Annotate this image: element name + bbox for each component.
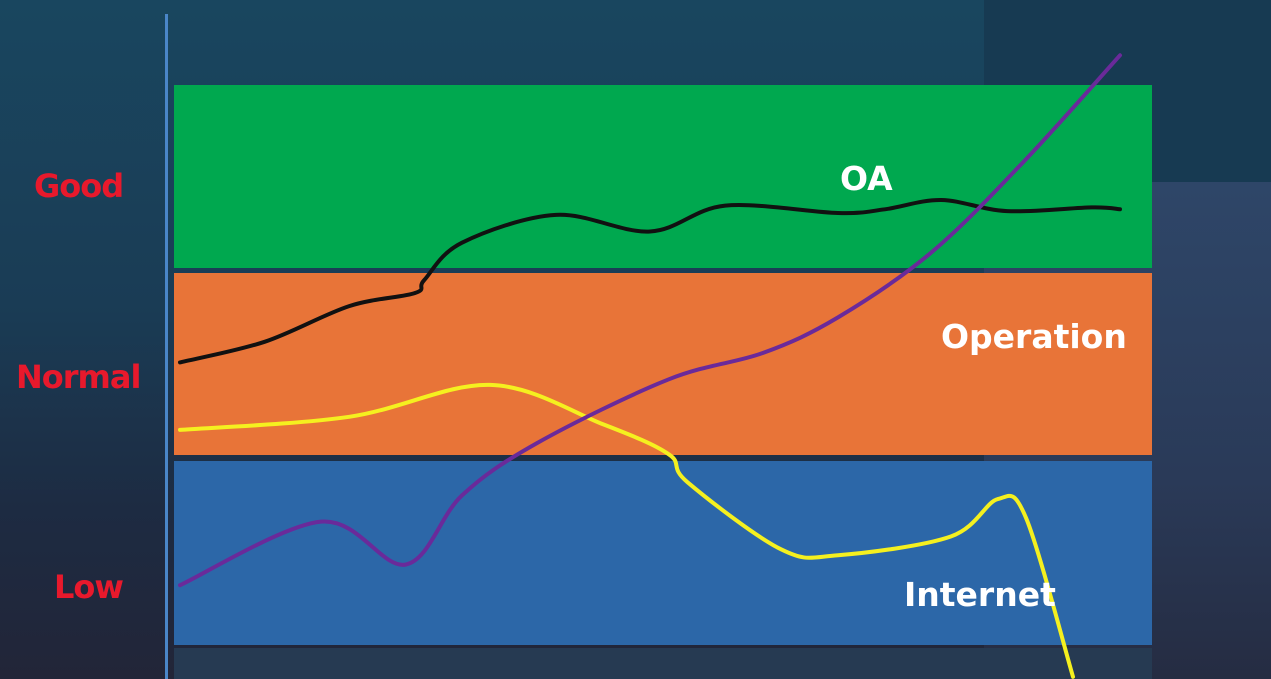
chart-bottom-strip [174, 648, 1152, 679]
y-level-label-normal: Normal [16, 358, 141, 396]
y-level-label-good: Good [34, 167, 124, 205]
series-label-operation: Operation [941, 317, 1127, 356]
band-normal [174, 273, 1152, 455]
series-lines-layer [178, 53, 1122, 679]
series-label-internet: Internet [904, 575, 1056, 614]
band-good [174, 85, 1152, 268]
y-axis-line [165, 14, 168, 679]
series-line-internet [178, 382, 1075, 679]
bands-layer [174, 85, 1152, 645]
y-level-label-low: Low [54, 568, 124, 606]
band-low [174, 461, 1152, 645]
series-line-operation [178, 53, 1122, 588]
series-label-oa: OA [840, 159, 893, 198]
